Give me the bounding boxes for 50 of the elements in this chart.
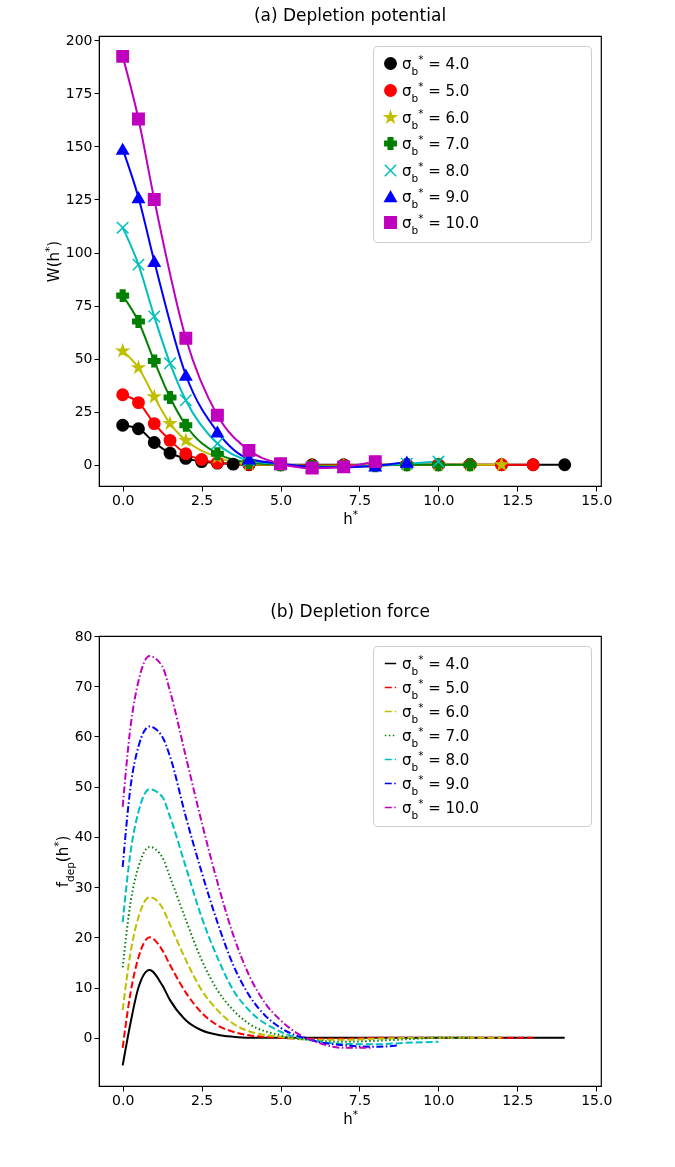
chart-title: (a) Depletion potential — [253, 5, 447, 26]
x-tick-label: 7.5 — [348, 491, 372, 508]
y-tick-label: 20 — [74, 928, 93, 945]
legend-label: σ$_{b}$$^{*}$ = 7.0 — [402, 724, 470, 749]
y-tick-label: 25 — [74, 403, 93, 420]
y-tick-label: 0 — [83, 456, 93, 473]
y-tick-label: 125 — [65, 190, 93, 207]
x-tick-label: 2.5 — [190, 491, 214, 508]
legend-label: σ$_{b}$$^{*}$ = 4.0 — [402, 52, 470, 77]
legend-label: σ$_{b}$$^{*}$ = 8.0 — [402, 159, 470, 184]
y-tick-label: 0 — [83, 1029, 93, 1046]
y-tick-label: 75 — [74, 297, 93, 314]
x-tick-label: 10.0 — [423, 491, 455, 508]
y-tick-label: 150 — [65, 137, 93, 154]
legend-label: σ$_{b}$$^{*}$ = 7.0 — [402, 132, 470, 157]
x-tick-label: 2.5 — [190, 1091, 214, 1108]
y-tick-label: 60 — [74, 727, 93, 744]
y-tick-label: 40 — [74, 828, 93, 845]
x-tick-label: 0.0 — [112, 491, 135, 508]
x-tick-label: 0.0 — [112, 1091, 135, 1108]
y-tick-label: 10 — [74, 979, 93, 996]
x-tick-label: 5.0 — [269, 1091, 293, 1108]
chart-title: (b) Depletion force — [270, 601, 430, 621]
x-tick-label: 15.0 — [581, 491, 613, 508]
y-tick-label: 175 — [65, 84, 93, 101]
x-tick-label: 15.0 — [581, 1091, 613, 1108]
legend-label: σ$_{b}$$^{*}$ = 9.0 — [402, 185, 470, 210]
y-tick-label: 100 — [65, 244, 93, 261]
legend-label: σ$_{b}$$^{*}$ = 5.0 — [402, 79, 470, 104]
legend-label: σ$_{b}$$^{*}$ = 10.0 — [402, 796, 479, 821]
x-axis-title: h$^{*}$ — [343, 1107, 358, 1128]
y-tick-label: 30 — [74, 878, 93, 895]
legend-label: σ$_{b}$$^{*}$ = 6.0 — [402, 106, 470, 131]
legend-label: σ$_{b}$$^{*}$ = 5.0 — [402, 676, 470, 701]
legend-label: σ$_{b}$$^{*}$ = 8.0 — [402, 748, 470, 773]
y-tick-label: 80 — [74, 627, 93, 644]
legend-label: σ$_{b}$$^{*}$ = 6.0 — [402, 700, 470, 725]
legend-label: σ$_{b}$$^{*}$ = 10.0 — [402, 211, 479, 236]
x-tick-label: 5.0 — [269, 491, 293, 508]
legend-label: σ$_{b}$$^{*}$ = 4.0 — [402, 652, 470, 677]
x-tick-label: 12.5 — [502, 491, 534, 508]
x-axis-title: h$^{*}$ — [343, 507, 358, 528]
y-tick-label: 50 — [74, 778, 93, 795]
x-tick-label: 12.5 — [502, 1091, 534, 1108]
y-tick-label: 200 — [65, 31, 93, 48]
y-tick-label: 50 — [74, 350, 93, 367]
x-tick-label: 7.5 — [348, 1091, 372, 1108]
legend-label: σ$_{b}$$^{*}$ = 9.0 — [402, 772, 470, 797]
x-tick-label: 10.0 — [423, 1091, 455, 1108]
y-tick-label: 70 — [74, 677, 93, 694]
